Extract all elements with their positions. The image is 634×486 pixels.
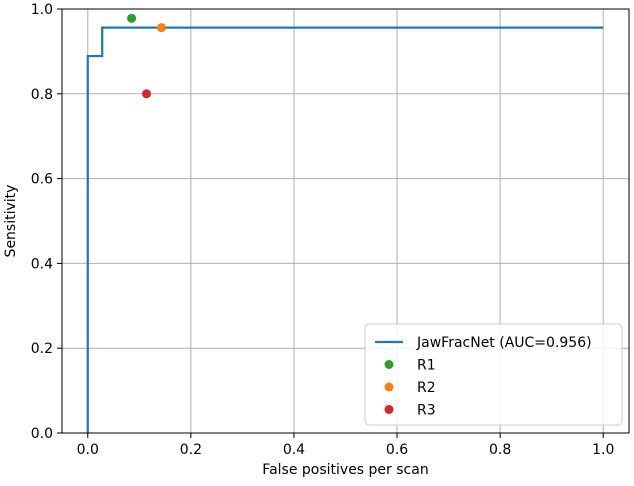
x-tick-label: 0.8 bbox=[489, 442, 511, 458]
y-tick-label: 0.2 bbox=[31, 341, 53, 357]
legend-label: JawFracNet (AUC=0.956) bbox=[416, 335, 592, 351]
y-tick-label: 1.0 bbox=[31, 2, 53, 18]
y-axis-ticks: 0.0 0.2 0.4 0.6 0.8 1.0 bbox=[31, 2, 62, 442]
y-tick-label: 0.6 bbox=[31, 172, 53, 188]
reader-point-r1 bbox=[127, 13, 137, 23]
x-tick-label: 0.0 bbox=[77, 442, 99, 458]
legend-label: R3 bbox=[417, 403, 436, 419]
x-axis-label: False positives per scan bbox=[262, 462, 428, 478]
legend-marker-r3 bbox=[384, 405, 394, 414]
x-tick-label: 0.2 bbox=[180, 442, 202, 458]
legend-label: R1 bbox=[417, 358, 436, 374]
reader-point-r3 bbox=[142, 89, 152, 99]
x-tick-label: 1.0 bbox=[592, 442, 614, 458]
legend-label: R2 bbox=[417, 380, 436, 396]
roc-curve-line bbox=[86, 26, 604, 433]
y-axis-label: Sensitivity bbox=[3, 185, 19, 258]
y-tick-label: 0.4 bbox=[31, 256, 53, 272]
legend-box bbox=[364, 323, 623, 426]
y-tick-label: 0.0 bbox=[31, 426, 53, 442]
x-axis-ticks: 0.0 0.2 0.4 0.6 0.8 1.0 bbox=[77, 433, 614, 458]
legend: JawFracNet (AUC=0.956) R1 R2 R3 bbox=[364, 323, 623, 426]
legend-marker-r1 bbox=[384, 360, 394, 369]
reader-point-r2 bbox=[156, 23, 166, 33]
y-tick-label: 0.8 bbox=[31, 87, 53, 103]
x-tick-label: 0.4 bbox=[283, 442, 305, 458]
legend-marker-r2 bbox=[384, 382, 394, 392]
x-tick-label: 0.6 bbox=[386, 442, 408, 458]
plot-frame bbox=[61, 8, 630, 434]
series-layer bbox=[86, 13, 604, 433]
